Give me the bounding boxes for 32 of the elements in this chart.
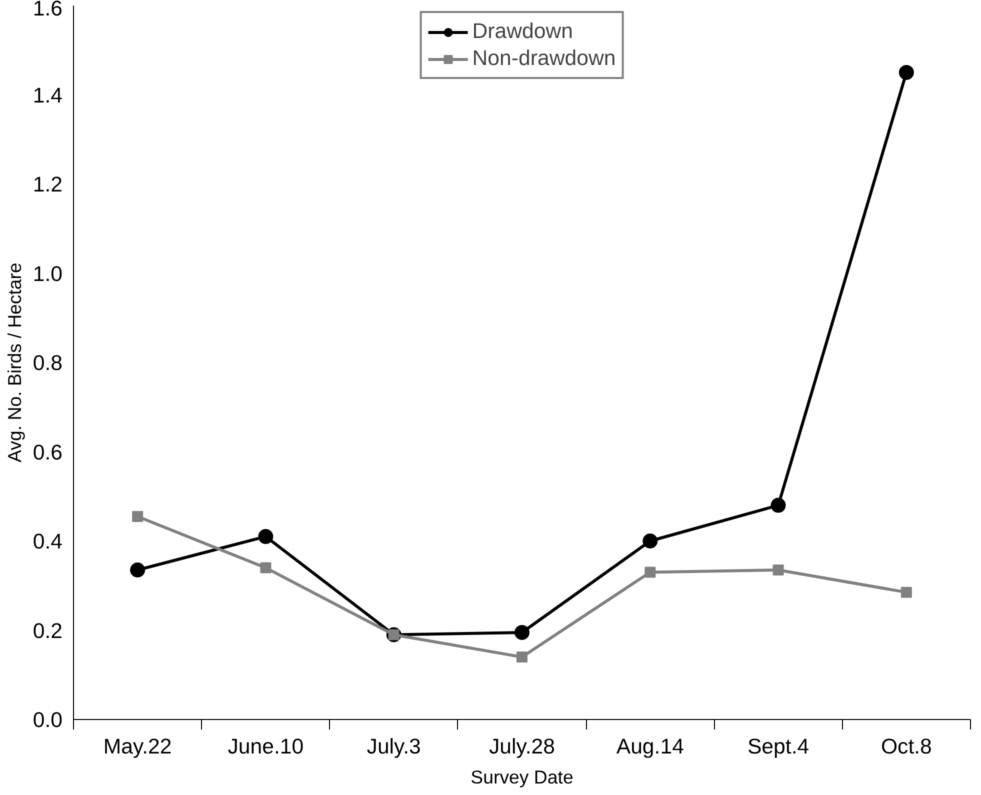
x-tick-label: July.3 xyxy=(366,734,421,758)
point xyxy=(772,564,784,576)
legend-label: Drawdown xyxy=(472,19,574,44)
point xyxy=(898,64,914,80)
point xyxy=(900,586,912,598)
x-tick-label: June.10 xyxy=(228,734,304,758)
x-tick-label: May.22 xyxy=(103,734,172,758)
x-axis-title: Survey Date xyxy=(470,766,574,788)
y-tick-label: 0.6 xyxy=(32,440,63,464)
point xyxy=(260,562,272,574)
y-tick-label: 1.2 xyxy=(32,172,63,196)
y-tick-label: 0.4 xyxy=(32,530,63,554)
point xyxy=(770,498,786,513)
point xyxy=(130,562,146,578)
x-tick-label: Sept.4 xyxy=(747,734,810,758)
legend-label: Non-drawdown xyxy=(472,46,616,71)
x-tick-label: Oct.8 xyxy=(880,734,932,758)
point xyxy=(132,510,144,522)
x-tick-label: July.28 xyxy=(489,734,556,758)
y-tick-label: 1.4 xyxy=(32,83,63,108)
x-tick-label: Aug.14 xyxy=(616,734,684,758)
y-tick-label: 1.6 xyxy=(32,0,63,20)
point xyxy=(516,652,528,663)
y-tick-label: 0.2 xyxy=(32,618,63,643)
y-tick-label: 0.0 xyxy=(32,708,63,732)
point xyxy=(514,624,530,640)
point xyxy=(642,534,658,548)
y-tick-label: 0.8 xyxy=(32,351,63,375)
point xyxy=(258,529,274,544)
y-axis-title: Avg. No. Birds / Hectare xyxy=(4,262,25,462)
y-tick-label: 1.0 xyxy=(32,262,63,286)
point xyxy=(644,566,656,578)
